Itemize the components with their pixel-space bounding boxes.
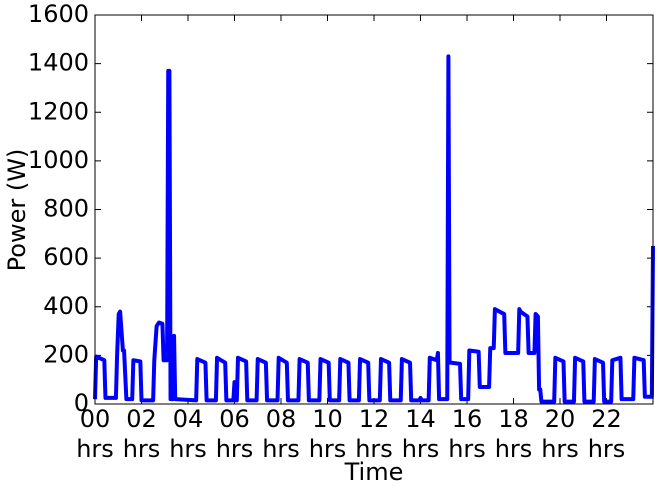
y-tick-label: 1000 bbox=[28, 146, 89, 174]
y-tick-label: 200 bbox=[43, 340, 89, 368]
x-tick-label: 14 hrs bbox=[401, 405, 440, 463]
y-tick-label: 0 bbox=[74, 389, 89, 417]
x-tick-label: 06 hrs bbox=[215, 405, 254, 463]
x-tick-label: 20 hrs bbox=[541, 405, 579, 463]
y-tick-label: 1600 bbox=[28, 0, 89, 28]
data-line bbox=[93, 54, 655, 404]
plot-frame bbox=[94, 14, 654, 405]
y-tick-label: 400 bbox=[43, 292, 89, 320]
y-axis-label: Power (W) bbox=[3, 149, 31, 272]
x-tick-label: 04 hrs bbox=[169, 405, 207, 463]
x-tick-label: 16 hrs bbox=[448, 405, 486, 463]
x-tick-label: 10 hrs bbox=[308, 405, 347, 463]
y-tick-label: 800 bbox=[43, 195, 89, 223]
x-tick-label: 22 hrs bbox=[587, 405, 626, 463]
x-axis-label: Time bbox=[344, 458, 404, 486]
x-tick-label: 18 hrs bbox=[494, 405, 533, 463]
x-tick-label: 12 hrs bbox=[355, 405, 393, 463]
x-tick-label: 02 hrs bbox=[122, 405, 161, 463]
x-tick-label: 08 hrs bbox=[262, 405, 300, 463]
y-tick-label: 1200 bbox=[28, 97, 89, 125]
y-tick-label: 1400 bbox=[28, 49, 89, 77]
x-tick-label: 00 hrs bbox=[76, 405, 114, 463]
y-tick-label: 600 bbox=[43, 243, 89, 271]
